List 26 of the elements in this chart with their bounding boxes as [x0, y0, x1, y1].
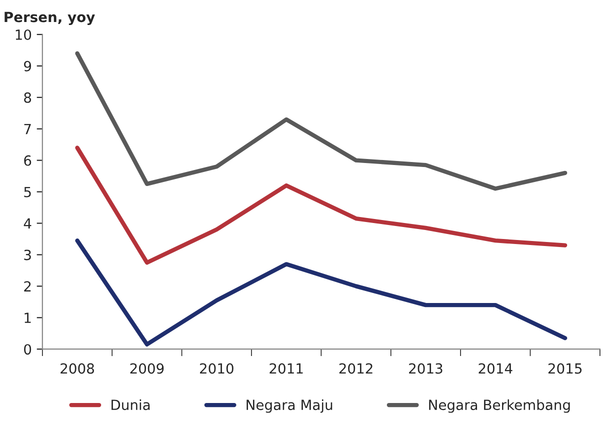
y-tick-label: 2: [24, 281, 31, 292]
y-tick-label: 0: [24, 344, 32, 355]
x-tick-label: 2015: [548, 363, 582, 374]
legend-label: Negara Maju: [246, 399, 332, 413]
legend-label: Dunia: [112, 399, 150, 410]
x-tick-label: 2011: [270, 363, 303, 374]
y-tick-label: 8: [24, 92, 32, 103]
y-tick-label: 3: [24, 250, 31, 260]
y-tick-label: 5: [24, 186, 31, 198]
y-axis-title: Persen, yoy: [4, 12, 95, 26]
y-tick-label: 9: [24, 60, 32, 72]
x-tick-label: 2008: [60, 363, 94, 374]
line-series: [75, 146, 568, 265]
y-tick-label: 7: [24, 124, 31, 134]
line-series: [75, 238, 568, 346]
line-series: [75, 51, 568, 191]
y-tick-label: 10: [16, 29, 32, 40]
x-tick-label: 2013: [409, 363, 442, 374]
x-tick-label: 2009: [130, 363, 164, 374]
y-tick-label: 4: [24, 218, 32, 229]
y-tick-label: 1: [24, 312, 31, 323]
legend-label: Negara Berkembang: [429, 399, 570, 413]
y-tick-label: 6: [24, 155, 32, 166]
x-tick-label: 2012: [339, 363, 372, 374]
x-tick-label: 2014: [478, 363, 512, 374]
x-tick-label: 2010: [200, 363, 234, 374]
